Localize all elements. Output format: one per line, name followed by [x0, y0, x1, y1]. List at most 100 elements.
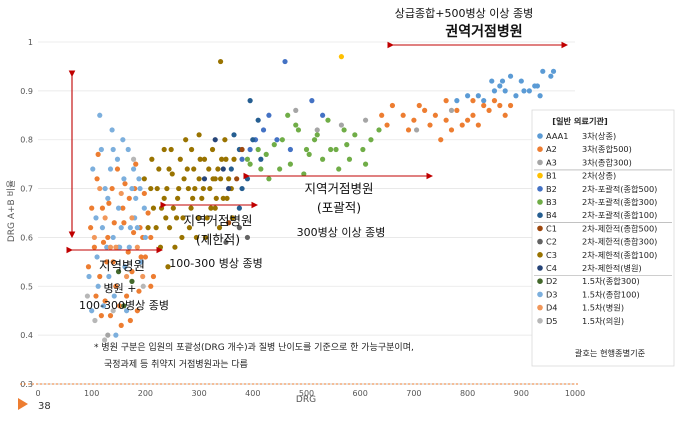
data-point-c4	[220, 166, 226, 172]
page-number: 38	[38, 401, 51, 412]
data-point-a2	[400, 112, 406, 118]
data-point-c3	[156, 166, 162, 172]
data-point-a2	[85, 264, 92, 270]
data-point-d3	[115, 205, 122, 211]
footnote-line2: 국정과제 등 취약지 거점병원과는 다름	[104, 358, 248, 370]
page-marker-icon	[18, 398, 28, 410]
range-arrows	[66, 41, 569, 254]
data-point-c3	[206, 166, 212, 172]
data-point-a2	[113, 283, 119, 289]
data-point-a2	[141, 190, 147, 197]
data-point-c3	[161, 146, 167, 153]
data-point-a3	[448, 107, 455, 113]
legend-code: C4	[546, 263, 557, 273]
data-point-b1	[338, 54, 345, 60]
data-point-b3	[344, 142, 350, 148]
data-point-c3	[153, 225, 159, 231]
legend-box	[531, 109, 675, 367]
data-point-c3	[231, 156, 237, 162]
legend-marker-c4	[537, 265, 543, 271]
data-point-aaa1	[497, 83, 503, 89]
data-point-d4	[129, 215, 135, 221]
y-axis-title: DRG A+B 비율	[6, 180, 17, 242]
data-point-d3	[111, 293, 117, 299]
legend-code: D4	[546, 303, 558, 313]
legend-items: AAA1 3차(상종) A2 3차(종합500) A3 3차(종합300) B1 2차(상종)…	[534, 131, 672, 326]
legend-marker-b4	[537, 212, 543, 218]
data-point-a2	[145, 210, 151, 216]
data-point-b3	[266, 176, 272, 182]
data-point-d4	[113, 244, 119, 250]
data-point-a2	[470, 98, 476, 104]
data-point-c3	[201, 156, 208, 162]
data-point-b2	[309, 98, 315, 104]
data-point-b3	[255, 146, 261, 153]
local-hospital-sub2: 100-300병상 종병	[79, 299, 169, 312]
data-point-c3	[163, 215, 169, 221]
legend-label: 2차-제한적(종합300)	[582, 237, 657, 247]
legend: [일반 의료기관] AAA1 3차(상종) A2 3차(종합500) A3 3차(종합30…	[531, 109, 675, 367]
data-point-a2	[110, 259, 116, 265]
data-point-c3	[212, 176, 218, 182]
data-point-c3	[175, 195, 181, 201]
data-point-aaa1	[526, 88, 532, 94]
data-point-c3	[181, 176, 187, 182]
y-tick-label: 0.6	[20, 233, 33, 242]
data-point-c3	[217, 176, 224, 182]
data-point-c3	[213, 195, 219, 201]
data-point-b4	[228, 166, 234, 172]
regional-comprehensive-beds: 300병상 이상 종병	[297, 226, 386, 239]
data-point-d5	[84, 293, 91, 299]
x-tick-label: 400	[245, 389, 260, 398]
data-point-b3	[328, 146, 334, 153]
data-point-d3	[107, 166, 114, 172]
data-point-c3	[196, 132, 202, 138]
data-point-a2	[438, 137, 444, 143]
data-point-b3	[295, 127, 302, 133]
data-point-a2	[97, 273, 103, 280]
data-point-b3	[352, 132, 358, 138]
data-point-a2	[104, 259, 110, 265]
data-point-d5	[110, 308, 116, 314]
legend-label: 3차(종합300)	[582, 157, 632, 167]
data-point-d4	[91, 234, 97, 241]
data-point-d3	[110, 234, 116, 241]
data-point-b3	[287, 161, 293, 167]
data-point-d4	[102, 215, 108, 221]
data-point-a2	[102, 298, 108, 304]
legend-title: [일반 의료기관]	[552, 116, 608, 126]
x-tick-label: 300	[191, 389, 206, 398]
data-point-c3	[199, 195, 205, 201]
data-point-b4	[244, 176, 251, 182]
data-point-a2	[94, 176, 100, 182]
data-point-b3	[325, 117, 331, 123]
data-point-b3	[271, 142, 277, 148]
data-point-c3	[169, 171, 175, 177]
data-point-c3	[166, 225, 173, 231]
data-point-d5	[130, 156, 137, 162]
data-point-b3	[263, 151, 269, 157]
data-point-a2	[443, 117, 449, 123]
data-point-a2	[432, 112, 438, 118]
data-point-a2	[411, 117, 417, 123]
data-point-b3	[346, 156, 353, 162]
data-point-a2	[497, 102, 503, 109]
data-point-b3	[277, 166, 283, 172]
data-point-b3	[336, 166, 342, 172]
data-point-c3	[217, 58, 224, 65]
data-point-c1	[226, 220, 232, 226]
legend-marker-b2	[537, 186, 543, 192]
data-point-c3	[226, 176, 232, 182]
data-point-c3	[154, 185, 160, 192]
data-point-c3	[183, 137, 189, 143]
data-point-d3	[138, 259, 144, 265]
legend-marker-c1	[537, 225, 543, 232]
data-point-c3	[161, 195, 167, 201]
data-point-c3	[170, 205, 176, 211]
data-point-c3	[186, 225, 193, 231]
data-point-c3	[229, 215, 235, 221]
data-point-b3	[333, 146, 339, 153]
legend-code: AAA1	[546, 131, 568, 141]
data-point-c1	[239, 146, 245, 153]
data-point-a2	[443, 98, 449, 104]
